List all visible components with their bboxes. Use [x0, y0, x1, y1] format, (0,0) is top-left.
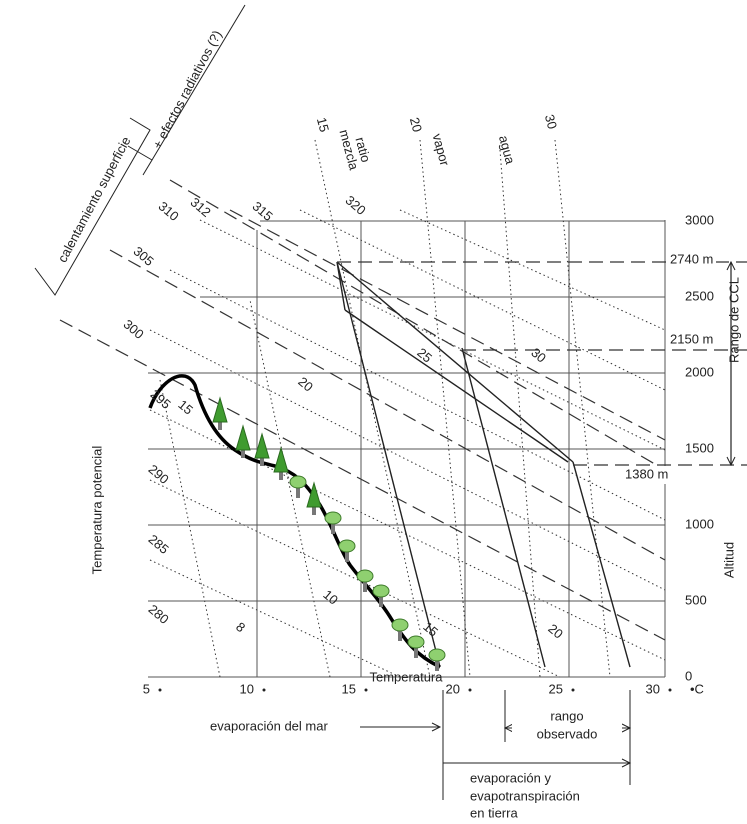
radiative-label: + efectos radiativos (?)	[149, 28, 224, 151]
isoline-label: 25	[414, 345, 435, 366]
theta-tick-label: 315	[250, 198, 276, 223]
isoline-label: 30	[528, 345, 549, 366]
tree-trunk	[363, 580, 367, 592]
theta-tick-label: 300	[121, 316, 147, 341]
level-label: 2740 m	[670, 251, 713, 266]
theta-tick-label: 290	[146, 461, 172, 486]
altitude-tick-label: 1000	[685, 516, 714, 531]
theta-tick-label: 310	[156, 198, 182, 223]
broadleaf	[428, 648, 446, 662]
conifer	[254, 432, 270, 459]
broadleaf	[391, 618, 409, 632]
tree-trunk	[345, 550, 349, 562]
heating-bracket	[34, 4, 246, 296]
observed-label: observado	[537, 726, 598, 741]
isoline-label: 30	[542, 113, 560, 131]
tree-trunk	[435, 659, 439, 671]
level-bg	[668, 331, 716, 349]
tick-dot	[468, 688, 472, 692]
x-tick-label: 20	[446, 681, 460, 696]
y-axis-title: Temperatura potencial	[89, 446, 104, 575]
tree-trunk	[331, 522, 335, 534]
heating-label: calentamiento superficie	[55, 134, 134, 265]
tree-trunk	[414, 646, 418, 658]
sea-label: evaporación del mar	[210, 718, 328, 733]
isoline-label: 20	[545, 621, 566, 642]
altitude-tick-label: 0	[685, 668, 692, 683]
x-tick-label: 25	[549, 681, 563, 696]
line-name: agua	[496, 134, 518, 167]
level-label: 1380 m	[625, 466, 668, 481]
broadleaf	[289, 475, 307, 489]
observed-box	[512, 708, 622, 744]
level-bg	[623, 466, 671, 484]
altitude-tick-label: 1500	[685, 440, 714, 455]
altitude-tick-label: 500	[685, 592, 707, 607]
tree-trunk	[312, 505, 316, 515]
x-axis-title: Temperatura	[370, 669, 444, 684]
x-tick-label: 15	[342, 681, 356, 696]
x-unit: •C	[690, 681, 704, 696]
vegetation	[212, 396, 446, 671]
tree-trunk	[218, 420, 222, 430]
isoline-label: 15	[420, 619, 441, 640]
theta-tick-label: 305	[131, 243, 157, 268]
level-label: 2150 m	[670, 331, 713, 346]
theta-tick-label: 320	[343, 192, 369, 217]
line-name: ratio	[353, 136, 374, 164]
tick-dot	[571, 688, 575, 692]
adiabats	[59, 139, 666, 678]
tick-dot	[158, 688, 162, 692]
theta-tick-label: 312	[188, 194, 214, 219]
altitude-title: Altitud	[721, 542, 736, 578]
x-tick-label: 5	[143, 681, 150, 696]
tick-dot	[668, 688, 672, 692]
broadleaf	[356, 569, 374, 583]
isoline-label: 8	[233, 619, 248, 635]
conifer	[306, 481, 322, 508]
tree-trunk	[260, 456, 264, 466]
tree-trunk	[296, 486, 300, 498]
broadleaf	[372, 584, 390, 598]
tree-trunk	[241, 448, 245, 458]
isoline-label: 20	[407, 116, 425, 134]
land-label: en tierra	[470, 805, 518, 820]
isoline-label: 15	[175, 397, 196, 418]
isoline-label: 20	[295, 374, 316, 395]
isoline-label: 15	[314, 116, 332, 134]
conifer	[273, 446, 289, 473]
broadleaf	[338, 539, 356, 553]
tree-trunk	[398, 629, 402, 641]
x-tick-label: 10	[240, 681, 254, 696]
land-label: evaporación y	[470, 770, 551, 785]
conifer	[235, 424, 251, 451]
tick-dot	[262, 688, 266, 692]
land-label: evapotranspiración	[470, 788, 580, 803]
ccl-title: Rango de CCL	[726, 277, 741, 363]
line-name: vapor	[430, 132, 453, 168]
tick-dot	[364, 688, 368, 692]
broadleaf	[407, 635, 425, 649]
conifer	[212, 396, 228, 423]
theta-tick-label: 280	[146, 601, 172, 626]
x-tick-label: 30	[646, 681, 660, 696]
level-bg	[668, 251, 716, 269]
altitude-tick-label: 3000	[685, 212, 714, 227]
theta-tick-label: 285	[146, 531, 172, 556]
altitude-tick-label: 2500	[685, 288, 714, 303]
broadleaf	[324, 511, 342, 525]
tree-trunk	[379, 595, 383, 607]
isoline-label: 10	[320, 587, 341, 608]
tree-trunk	[279, 470, 283, 480]
plot-frame	[148, 220, 666, 678]
observed-label: rango	[550, 708, 583, 723]
altitude-tick-label: 2000	[685, 364, 714, 379]
